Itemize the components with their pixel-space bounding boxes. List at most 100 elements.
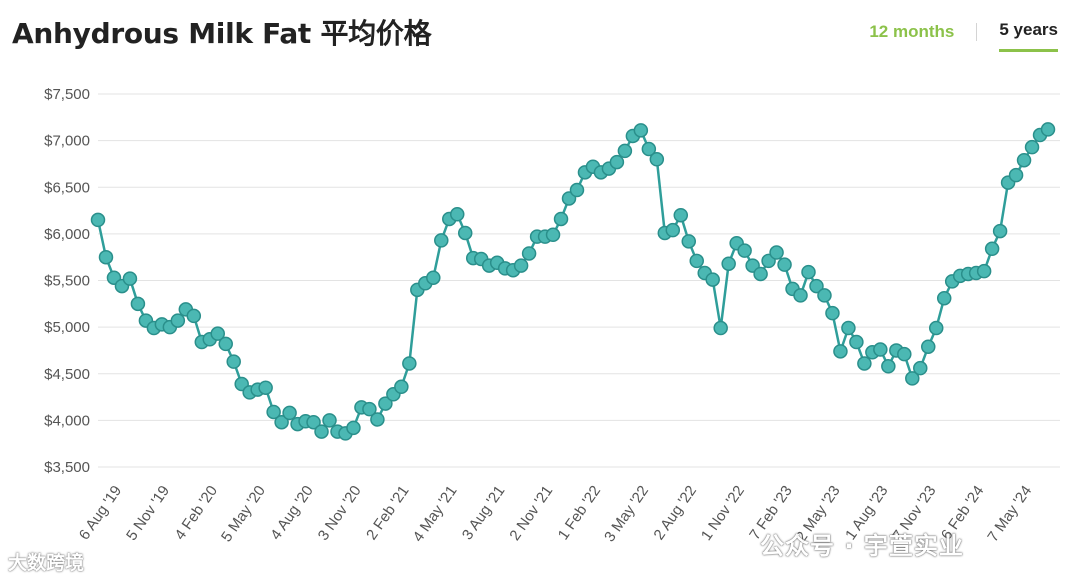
data-point[interactable] (976, 263, 992, 279)
watermark-right: 公众号 · 宇萱实业 (760, 532, 964, 560)
data-points (90, 122, 1056, 441)
data-point[interactable] (521, 246, 537, 261)
data-point[interactable] (170, 313, 186, 328)
data-point[interactable] (793, 288, 808, 303)
tab-12-months[interactable]: 12 months (869, 21, 955, 41)
data-point[interactable] (98, 249, 114, 265)
data-point[interactable] (705, 272, 720, 287)
data-point[interactable] (737, 243, 752, 258)
y-tick-label: $4,000 (44, 412, 90, 429)
data-point[interactable] (713, 320, 728, 336)
data-point[interactable] (370, 412, 385, 427)
data-point[interactable] (833, 344, 848, 359)
data-point[interactable] (394, 379, 409, 395)
y-tick-label: $5,500 (44, 273, 90, 290)
data-point[interactable] (434, 233, 449, 248)
data-point[interactable] (210, 326, 225, 341)
data-point[interactable] (873, 342, 888, 357)
data-point[interactable] (689, 253, 704, 269)
data-point[interactable] (130, 296, 146, 312)
x-tick-label: 2 Feb '21 (363, 483, 413, 544)
data-point[interactable] (274, 414, 289, 430)
data-point[interactable] (905, 371, 920, 386)
data-point[interactable] (1008, 167, 1024, 183)
x-tick-label: 4 Feb '20 (171, 483, 221, 544)
data-point[interactable] (928, 320, 944, 336)
page-title: Anhydrous Milk Fat 平均价格 (12, 17, 432, 50)
data-point[interactable] (1024, 139, 1040, 155)
data-point[interactable] (218, 336, 233, 352)
x-tick-label: 7 May '24 (984, 483, 1035, 546)
y-tick-label: $7,500 (44, 86, 90, 103)
data-point[interactable] (282, 405, 297, 421)
data-point[interactable] (984, 241, 1000, 257)
y-tick-label: $7,000 (44, 133, 90, 150)
data-point[interactable] (122, 271, 138, 286)
data-point[interactable] (753, 266, 768, 282)
data-point[interactable] (777, 257, 792, 272)
data-point[interactable] (617, 143, 633, 159)
data-point[interactable] (306, 414, 321, 430)
time-range-tabs: 12 months 5 years (869, 20, 1058, 52)
data-point[interactable] (402, 356, 417, 371)
x-tick-label: 1 Feb '22 (555, 483, 605, 544)
data-point[interactable] (346, 420, 361, 436)
data-point[interactable] (673, 207, 689, 223)
data-point[interactable] (90, 212, 106, 228)
data-point[interactable] (266, 404, 281, 420)
data-point[interactable] (825, 305, 840, 321)
data-point[interactable] (513, 258, 529, 273)
data-point[interactable] (665, 222, 681, 238)
data-point[interactable] (801, 264, 816, 280)
tab-divider (976, 23, 978, 41)
data-point[interactable] (426, 270, 441, 285)
data-point[interactable] (849, 334, 864, 350)
x-tick-label: 2 Aug '22 (650, 483, 700, 544)
y-axis-labels: $3,500 $4,000 $4,500 $5,000 $5,500 $6,000 $6,5… (44, 86, 90, 476)
data-point[interactable] (1040, 122, 1056, 137)
data-point[interactable] (457, 225, 473, 241)
data-point[interactable] (553, 211, 569, 227)
data-point[interactable] (921, 339, 936, 354)
data-point[interactable] (817, 288, 832, 303)
data-point[interactable] (322, 413, 337, 428)
y-tick-label: $6,500 (44, 179, 90, 196)
x-tick-label: 5 Nov '19 (123, 483, 173, 544)
data-point[interactable] (649, 152, 665, 167)
data-point[interactable] (881, 359, 896, 374)
data-point[interactable] (841, 320, 856, 336)
data-point[interactable] (633, 123, 649, 138)
x-tick-label: 6 Aug '19 (76, 483, 126, 544)
data-point[interactable] (721, 256, 736, 271)
data-point[interactable] (362, 401, 377, 417)
y-tick-label: $6,000 (44, 226, 90, 243)
data-point[interactable] (936, 290, 952, 306)
tab-5-years[interactable]: 5 years (999, 20, 1058, 52)
data-point[interactable] (913, 360, 928, 376)
x-tick-label: 5 May '20 (218, 483, 269, 546)
y-tick-label: $4,500 (44, 366, 90, 383)
data-point[interactable] (186, 308, 202, 324)
data-point[interactable] (378, 396, 393, 411)
x-tick-label: 3 Nov '20 (315, 483, 365, 544)
data-point[interactable] (545, 227, 561, 243)
x-tick-label: 2 Nov '21 (506, 483, 556, 544)
data-point[interactable] (449, 207, 465, 222)
data-point[interactable] (992, 223, 1008, 239)
data-point[interactable] (1016, 152, 1032, 168)
data-point[interactable] (809, 278, 824, 294)
data-point[interactable] (897, 346, 912, 362)
data-point[interactable] (226, 354, 241, 369)
data-point[interactable] (681, 234, 697, 249)
data-point[interactable] (609, 154, 625, 170)
data-point[interactable] (569, 182, 585, 198)
data-point[interactable] (769, 245, 784, 260)
watermark-left: 大数跨境 (8, 552, 85, 574)
data-point[interactable] (857, 356, 872, 371)
data-point[interactable] (314, 424, 329, 439)
data-point[interactable] (258, 380, 273, 395)
grid-lines (98, 93, 1060, 468)
x-tick-label: 3 May '22 (601, 483, 652, 546)
y-tick-label: $3,500 (44, 459, 90, 476)
data-point[interactable] (641, 141, 657, 157)
